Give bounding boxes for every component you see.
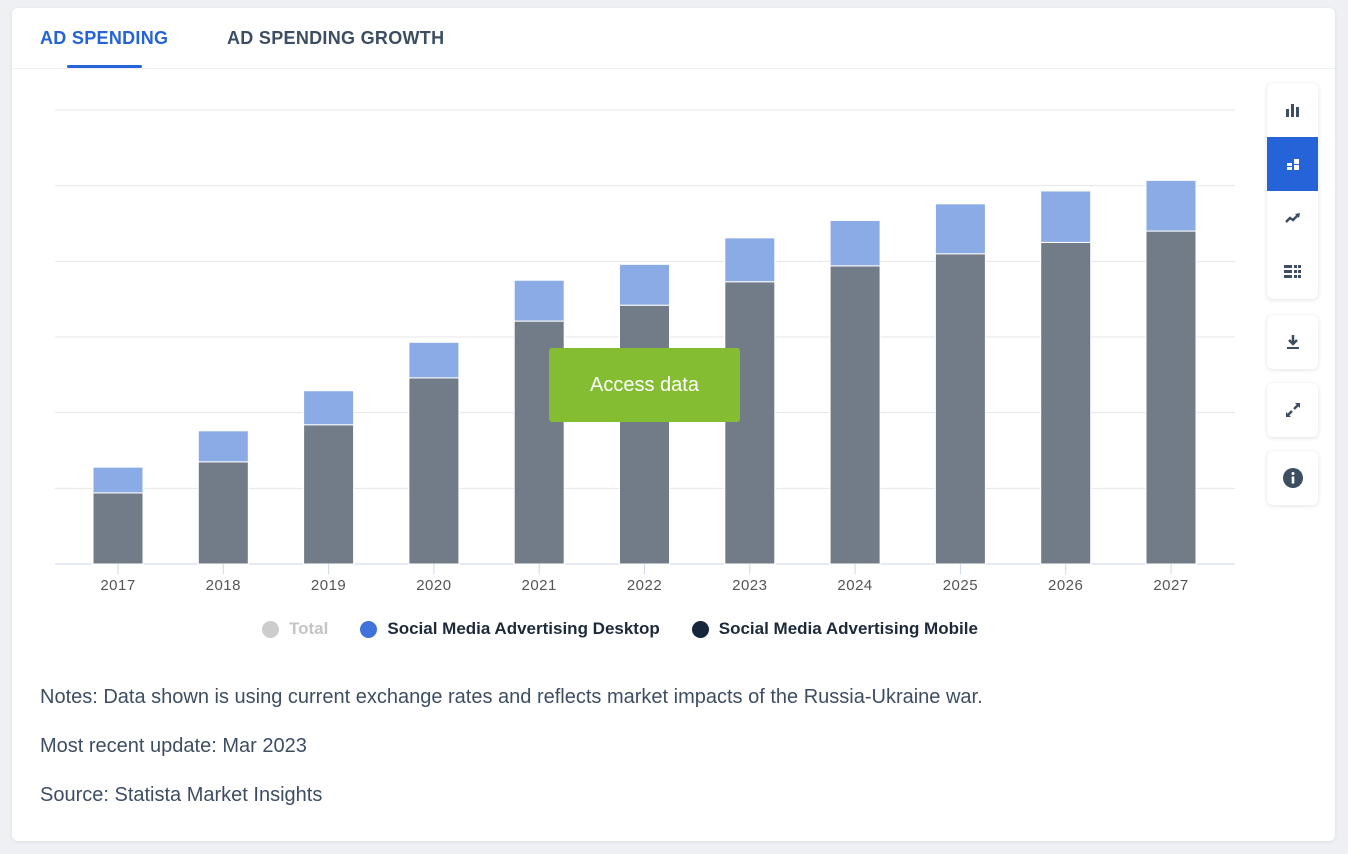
x-tick-label: 2024 xyxy=(837,577,872,594)
tab-ad-spending[interactable]: AD SPENDING xyxy=(40,28,169,48)
legend-dot xyxy=(691,620,709,638)
line-chart-button[interactable] xyxy=(1267,191,1318,245)
fullscreen-button[interactable] xyxy=(1267,383,1318,437)
legend-label: Social Media Advertising Desktop xyxy=(387,619,660,638)
info-icon xyxy=(1282,468,1303,488)
x-tick-label: 2023 xyxy=(732,577,767,594)
bar-mobile xyxy=(1145,230,1197,565)
legend-item-total[interactable]: Total xyxy=(262,619,328,639)
active-tab-indicator xyxy=(67,65,142,68)
x-tick-label: 2025 xyxy=(943,577,978,594)
bar-desktop xyxy=(92,466,144,494)
bar-desktop xyxy=(408,341,460,379)
download-icon xyxy=(1286,335,1299,349)
line-trend-icon xyxy=(1284,213,1300,223)
bar-mobile xyxy=(934,253,986,565)
stacked-bar-button[interactable] xyxy=(1267,137,1318,191)
x-tick-label: 2017 xyxy=(100,577,135,594)
legend-item-desktop[interactable]: Social Media Advertising Desktop xyxy=(360,619,660,639)
table-icon xyxy=(1283,265,1301,278)
bar-mobile xyxy=(303,424,355,565)
x-tick-label: 2022 xyxy=(627,577,662,594)
x-tick-label: 2019 xyxy=(311,577,346,594)
bar-desktop xyxy=(724,237,776,283)
notes-text: Notes: Data shown is using current excha… xyxy=(40,686,983,708)
x-tick-label: 2026 xyxy=(1048,577,1083,594)
x-tick-label: 2027 xyxy=(1153,577,1188,594)
stacked-bar-chart: 2017 2018 2019 2020 2021 2022 2023 2024 2025 2026… xyxy=(55,109,1235,594)
tab-bar: AD SPENDING AD SPENDING GROWTH xyxy=(12,8,1335,69)
legend-item-mobile[interactable]: Social Media Advertising Mobile xyxy=(691,619,978,639)
source-text: Source: Statista Market Insights xyxy=(40,784,323,806)
download-button[interactable] xyxy=(1267,315,1318,369)
chart-legend: Total Social Media Advertising Desktop S… xyxy=(262,619,978,639)
bar-mobile xyxy=(1040,241,1092,565)
access-data-button[interactable]: Access data xyxy=(549,348,740,422)
bar-desktop xyxy=(513,279,565,322)
bar-mobile xyxy=(513,320,565,565)
bar-desktop xyxy=(1145,179,1197,232)
tab-ad-spending-growth[interactable]: AD SPENDING GROWTH xyxy=(227,28,445,48)
bar-mobile xyxy=(829,265,881,565)
legend-label: Social Media Advertising Mobile xyxy=(718,619,978,638)
x-tick-label: 2020 xyxy=(416,577,451,594)
bar-mobile xyxy=(92,492,144,565)
info-button[interactable] xyxy=(1267,451,1318,505)
bar-chart-icon xyxy=(1285,104,1299,117)
stacked-bar-icon xyxy=(1286,159,1299,170)
legend-dot xyxy=(262,620,279,638)
bar-chart-button[interactable] xyxy=(1267,83,1318,137)
x-tick-label: 2018 xyxy=(206,577,241,594)
legend-label: Total xyxy=(289,619,329,638)
table-view-button[interactable] xyxy=(1267,245,1318,299)
chart-type-toolbar xyxy=(1267,83,1318,299)
bar-desktop xyxy=(1040,190,1092,243)
bar-desktop xyxy=(197,430,249,463)
chart-card: AD SPENDING AD SPENDING GROWTH 2017 2018 2… xyxy=(12,8,1335,841)
bar-mobile xyxy=(408,377,460,565)
bar-desktop xyxy=(934,203,986,255)
x-tick-label: 2021 xyxy=(522,577,557,594)
bar-mobile xyxy=(724,281,776,565)
bar-mobile xyxy=(197,461,249,565)
expand-icon xyxy=(1285,403,1300,417)
bar-desktop xyxy=(829,219,881,267)
bar-desktop xyxy=(619,263,670,306)
legend-dot xyxy=(360,620,378,638)
bar-mobile xyxy=(619,304,670,565)
update-text: Most recent update: Mar 2023 xyxy=(40,735,307,757)
bar-desktop xyxy=(303,390,355,426)
